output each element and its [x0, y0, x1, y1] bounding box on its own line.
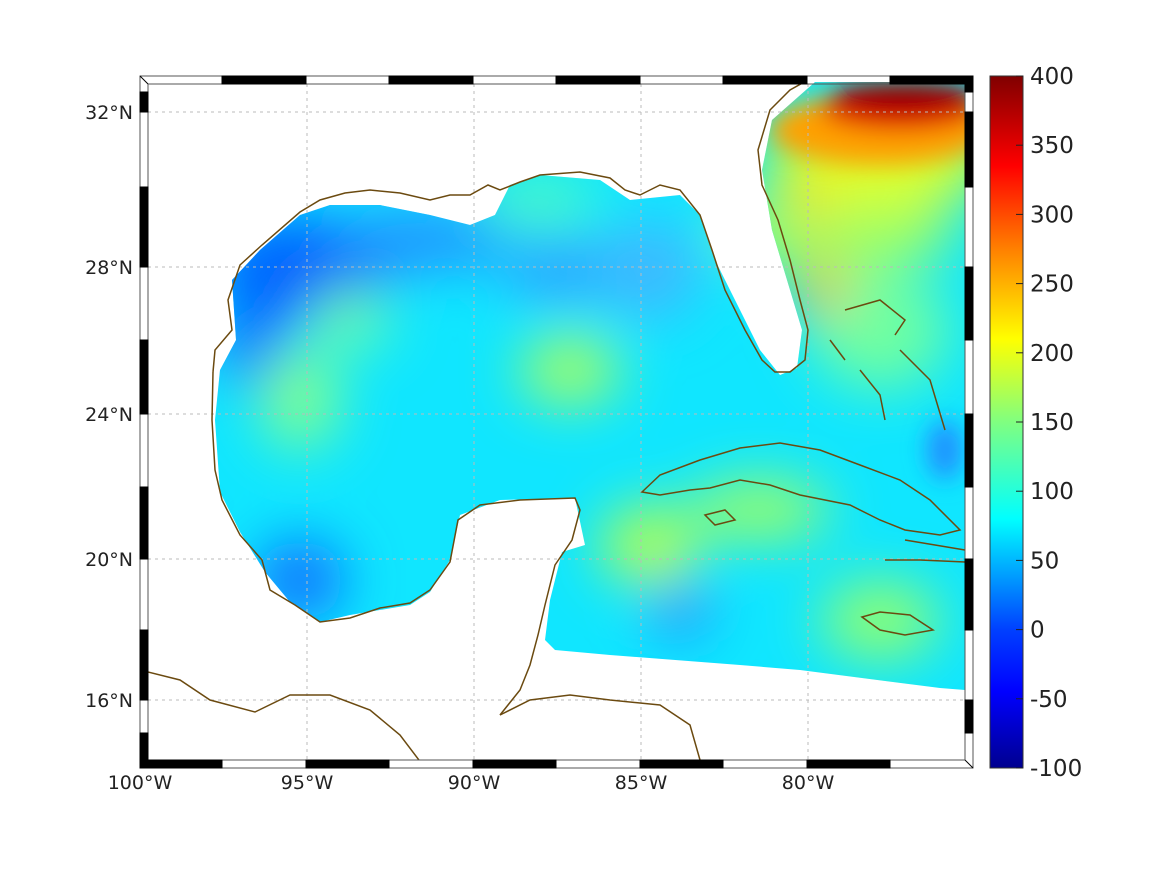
mexico-pacific-coast	[148, 671, 420, 760]
colorbar-tick-label: 300	[1030, 202, 1074, 228]
frame-left	[139, 91, 149, 769]
jamaica	[860, 611, 935, 636]
x-tick-label: 85°W	[615, 772, 668, 794]
colorbar-tick-label: 150	[1030, 410, 1074, 436]
x-tick-label: 95°W	[281, 772, 334, 794]
y-tick-label: 28°N	[85, 257, 133, 279]
x-axis-labels: 100°W 95°W 90°W 85°W 80°W	[108, 772, 835, 794]
x-tick-label: 90°W	[448, 772, 501, 794]
frame-right	[964, 75, 974, 734]
colorbar-tick-label: -50	[1030, 687, 1068, 713]
colorbar-tick-label: 50	[1030, 548, 1059, 574]
colorbar-tick-label: 400	[1030, 64, 1074, 90]
frame-bottom	[139, 759, 891, 769]
us-gulf-coast	[212, 84, 809, 373]
hispaniola	[885, 539, 965, 563]
x-tick-label: 100°W	[108, 772, 173, 794]
bahamas	[829, 299, 946, 431]
y-axis-labels: 32°N 28°N 24°N 20°N 16°N	[85, 102, 133, 712]
frame-top	[221, 75, 974, 85]
colorbar-tick-label: 100	[1030, 479, 1074, 505]
colorbar-tick-label: 250	[1030, 272, 1074, 298]
mexico-gulf-coast	[211, 371, 581, 716]
data-field	[215, 82, 965, 690]
colorbar-tick-label: 0	[1030, 618, 1045, 644]
colorbar: 400 350 300 250 200 150 100 50 0 -50 -100	[989, 64, 1082, 782]
y-tick-label: 16°N	[85, 690, 133, 712]
colorbar-ticks: 400 350 300 250 200 150 100 50 0 -50 -100	[1016, 64, 1082, 782]
grid-lines	[148, 84, 965, 760]
x-tick-label: 80°W	[782, 772, 835, 794]
central-america-coast	[499, 694, 701, 760]
colorbar-tick-label: -100	[1030, 756, 1082, 782]
y-tick-label: 32°N	[85, 102, 133, 124]
colorbar-tick-label: 350	[1030, 133, 1074, 159]
colorbar-tick-label: 200	[1030, 341, 1074, 367]
isle-of-pines	[703, 509, 737, 526]
y-tick-label: 20°N	[85, 549, 133, 571]
coastlines	[148, 84, 965, 760]
cuba	[640, 442, 962, 536]
y-tick-label: 24°N	[85, 404, 133, 426]
map-frame	[139, 75, 974, 769]
